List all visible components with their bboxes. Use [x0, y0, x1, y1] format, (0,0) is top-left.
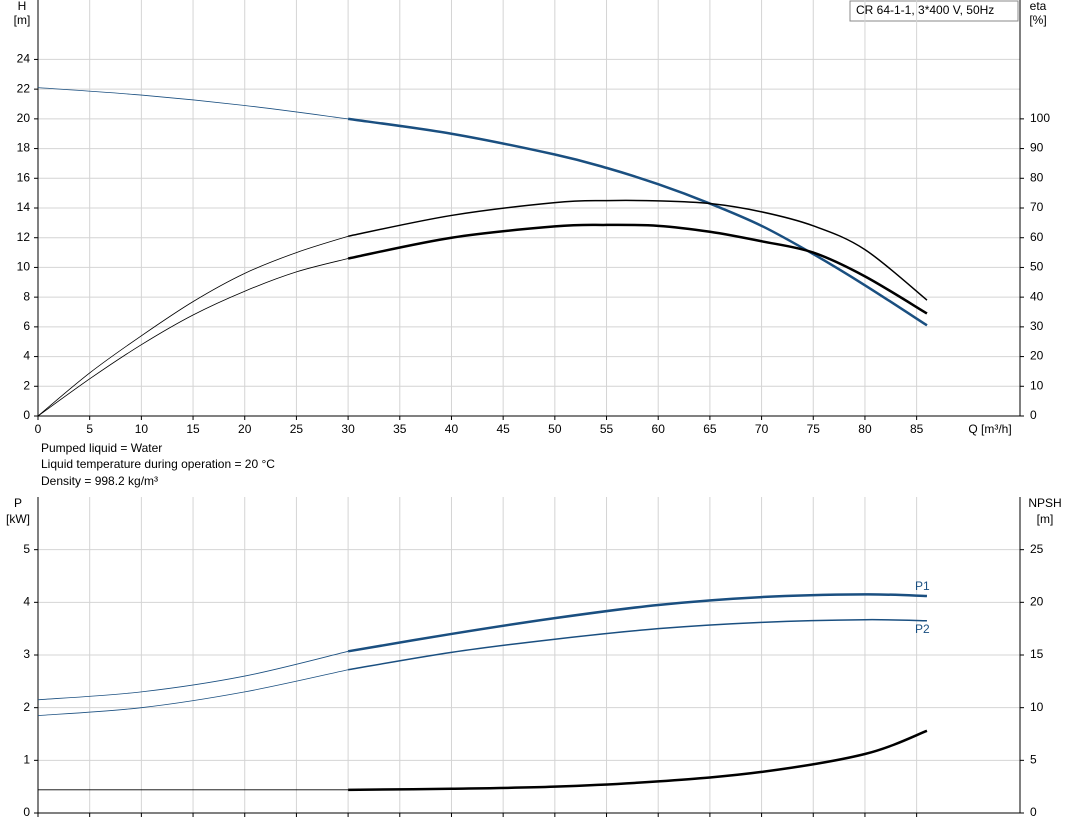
y2-tick-label: 40: [1030, 289, 1044, 303]
y-unit: [m]: [14, 13, 31, 27]
y-tick-label: 20: [17, 111, 31, 125]
x-tick-label: 25: [290, 422, 304, 436]
y2-tick-label: 100: [1030, 111, 1050, 125]
curve: [347, 593, 927, 653]
x-tick-label: 20: [238, 422, 252, 436]
y-tick-label: 24: [17, 52, 31, 66]
y-tick-label: 16: [17, 170, 31, 184]
curve: [347, 618, 927, 671]
y2-tick-label: 50: [1030, 260, 1044, 274]
y-tick-label: 2: [23, 700, 30, 714]
y-tick-label: 4: [23, 595, 30, 609]
y-tick-label: 3: [23, 647, 30, 661]
curve: [37, 669, 349, 716]
y2-tick-label: 10: [1030, 700, 1044, 714]
curve: [37, 650, 349, 701]
y-label: P: [14, 496, 22, 510]
x-tick-label: 15: [186, 422, 200, 436]
y2-label: eta: [1030, 0, 1047, 13]
curve: [347, 199, 928, 301]
y2-tick-label: 30: [1030, 319, 1044, 333]
y2-tick-label: 70: [1030, 200, 1044, 214]
curve: [37, 235, 349, 417]
note: Density = 998.2 kg/m³: [41, 474, 158, 488]
y-tick-label: 22: [17, 81, 31, 95]
x-tick-label: 0: [35, 422, 42, 436]
y-tick-label: 2: [23, 378, 30, 392]
x-tick-label: 70: [755, 422, 769, 436]
y-tick-label: 0: [23, 408, 30, 422]
note: Liquid temperature during operation = 20…: [41, 457, 275, 471]
y2-tick-label: 20: [1030, 349, 1044, 363]
y2-label: NPSH: [1028, 496, 1061, 510]
y2-tick-label: 80: [1030, 170, 1044, 184]
y2-tick-label: 15: [1030, 647, 1044, 661]
x-tick-label: 65: [703, 422, 717, 436]
curve-label: P2: [915, 622, 930, 636]
y2-tick-label: 90: [1030, 141, 1044, 155]
x-tick-label: 5: [86, 422, 93, 436]
y-tick-label: 6: [23, 319, 30, 333]
x-tick-label: 60: [652, 422, 666, 436]
x-tick-label: 35: [393, 422, 407, 436]
curve-label: P1: [915, 579, 930, 593]
y2-tick-label: 0: [1030, 408, 1037, 422]
note: Pumped liquid = Water: [41, 441, 162, 455]
y-tick-label: 14: [17, 200, 31, 214]
x-tick-label: 30: [341, 422, 355, 436]
y-tick-label: 4: [23, 349, 30, 363]
x-tick-label: 50: [548, 422, 562, 436]
y-label: H: [18, 0, 27, 13]
y-tick-label: 0: [23, 805, 30, 819]
y-tick-label: 12: [17, 230, 31, 244]
y2-tick-label: 25: [1030, 542, 1044, 556]
x-label: Q [m³/h]: [968, 422, 1011, 436]
y2-unit: [m]: [1037, 512, 1054, 526]
x-tick-label: 75: [807, 422, 821, 436]
x-tick-label: 10: [135, 422, 149, 436]
y2-tick-label: 60: [1030, 230, 1044, 244]
chart-title: CR 64-1-1, 3*400 V, 50Hz: [856, 3, 994, 17]
curve: [37, 87, 349, 120]
curve: [37, 258, 349, 417]
curve: [348, 729, 928, 792]
y2-unit: [%]: [1029, 13, 1046, 27]
y-tick-label: 18: [17, 141, 31, 155]
x-tick-label: 85: [910, 422, 924, 436]
y2-tick-label: 10: [1030, 378, 1044, 392]
y2-tick-label: 0: [1030, 805, 1037, 819]
y-unit: [kW]: [6, 512, 30, 526]
x-tick-label: 55: [600, 422, 614, 436]
x-tick-label: 80: [858, 422, 872, 436]
x-tick-label: 40: [445, 422, 459, 436]
y-tick-label: 1: [23, 753, 30, 767]
curve: [347, 117, 928, 327]
y-tick-label: 8: [23, 289, 30, 303]
y-tick-label: 5: [23, 542, 30, 556]
x-tick-label: 45: [496, 422, 510, 436]
y2-tick-label: 5: [1030, 753, 1037, 767]
curve: [347, 223, 928, 315]
title-box: [849, 0, 1019, 22]
y2-tick-label: 20: [1030, 595, 1044, 609]
y-tick-label: 10: [17, 260, 31, 274]
